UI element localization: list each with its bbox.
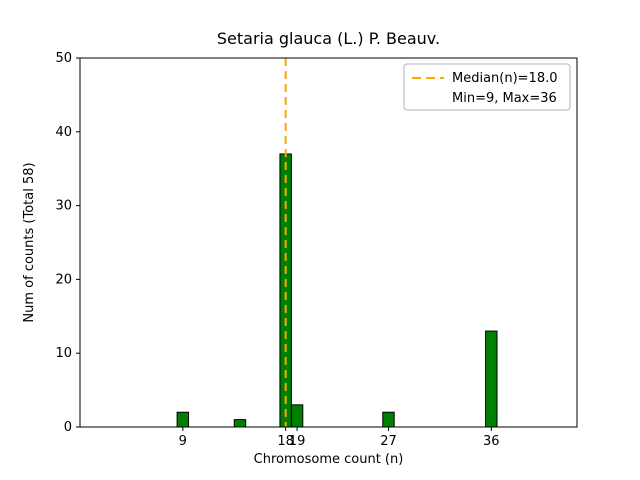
y-tick-label: 0 bbox=[64, 420, 72, 435]
y-tick-label: 10 bbox=[55, 346, 72, 361]
y-tick-label: 20 bbox=[55, 272, 72, 287]
x-tick-label: 27 bbox=[380, 434, 397, 449]
legend-entry-label: Median(n)=18.0 bbox=[452, 71, 558, 86]
y-tick-label: 50 bbox=[55, 51, 72, 66]
legend-entry-label: Min=9, Max=36 bbox=[452, 91, 557, 106]
x-tick-label: 36 bbox=[483, 434, 500, 449]
x-tick-label: 19 bbox=[289, 434, 306, 449]
bar bbox=[290, 404, 304, 428]
x-axis-label: Chromosome count (n) bbox=[254, 452, 404, 467]
x-tick-label: 9 bbox=[179, 434, 187, 449]
y-tick-label: 30 bbox=[55, 199, 72, 214]
y-tick-label: 40 bbox=[55, 125, 72, 140]
bar bbox=[176, 411, 190, 428]
legend-box bbox=[403, 63, 571, 111]
bar bbox=[382, 411, 395, 428]
chart-title: Setaria glauca (L.) P. Beauv. bbox=[217, 29, 440, 48]
y-axis-label: Num of counts (Total 58) bbox=[22, 162, 37, 322]
bar bbox=[233, 419, 247, 428]
x-tick-label: 18 bbox=[277, 434, 294, 449]
bar bbox=[485, 330, 498, 428]
plot-frame bbox=[79, 57, 578, 428]
